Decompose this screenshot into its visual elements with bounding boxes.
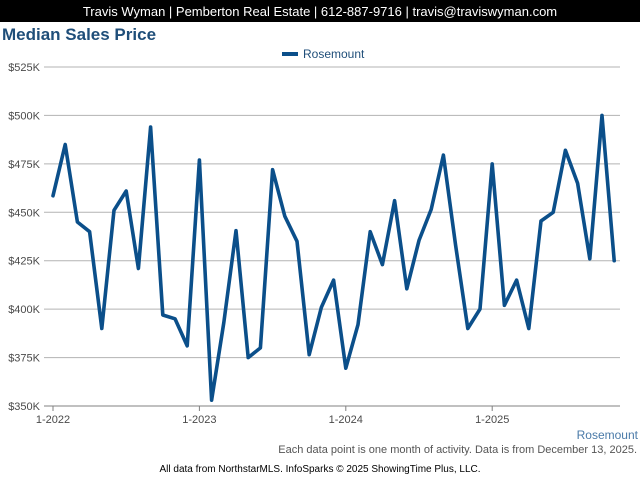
y-tick-label: $500K bbox=[8, 110, 40, 122]
chart-title: Median Sales Price bbox=[2, 25, 157, 44]
header-banner: Travis Wyman | Pemberton Real Estate | 6… bbox=[0, 0, 640, 22]
y-tick-label: $450K bbox=[8, 207, 40, 219]
x-tick-label: 1-2022 bbox=[36, 414, 70, 426]
footer-note: Each data point is one month of activity… bbox=[278, 444, 637, 456]
series-line bbox=[51, 113, 617, 403]
y-tick-label: $425K bbox=[8, 256, 40, 268]
axes: $350K $375K $400K $425K $450K $475K $500K $525K… bbox=[8, 62, 638, 442]
series-layer bbox=[51, 113, 617, 403]
x-tick-label: 1-2024 bbox=[329, 414, 363, 426]
gridlines bbox=[44, 66, 620, 407]
y-tick-label: $475K bbox=[8, 159, 40, 171]
banner-text: Travis Wyman | Pemberton Real Estate | 6… bbox=[82, 3, 558, 19]
y-tick-label: $350K bbox=[8, 401, 40, 413]
y-tick-label: $525K bbox=[8, 62, 40, 74]
x-tick-label: 1-2023 bbox=[182, 414, 216, 426]
legend[interactable]: Rosemount bbox=[282, 47, 365, 61]
y-tick-label: $400K bbox=[8, 304, 40, 316]
y-tick-label: $375K bbox=[8, 353, 40, 365]
watermark-label: Rosemount bbox=[577, 428, 639, 442]
x-tick-label: 1-2025 bbox=[475, 414, 509, 426]
legend-label: Rosemount bbox=[303, 47, 365, 61]
credits: All data from NorthstarMLS. InfoSparks ©… bbox=[159, 464, 481, 475]
